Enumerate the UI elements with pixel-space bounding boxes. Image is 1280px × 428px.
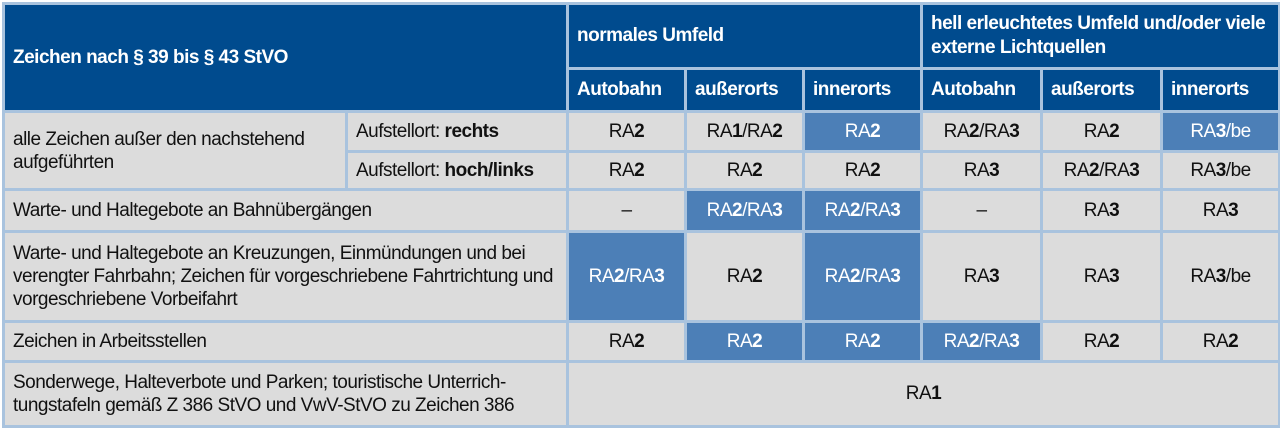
table-row: Warte- und Haltegebote an Kreuzungen, Ei…	[2, 230, 1280, 323]
table-row: Zeichen in Arbeitsstellen RA2 RA2 RA2 RA2/RA…	[2, 320, 1280, 363]
class-cell: RA2	[1159, 320, 1280, 363]
class-cell: RA2	[566, 320, 687, 363]
class-cell: RA3	[1159, 188, 1280, 233]
class-cell: RA2	[802, 150, 923, 191]
column-header: außerorts	[684, 67, 805, 113]
class-cell: RA2	[566, 110, 687, 153]
class-cell: RA2	[802, 110, 923, 153]
class-cell: RA3	[1040, 188, 1163, 233]
table-row: Sonderwege, Halteverbote und Parken; tou…	[2, 360, 1280, 428]
table-row: Warte- und Haltegebote an Bahnübergängen…	[2, 188, 1280, 233]
table-row: Aufstellort: hoch/links RA2 RA2 RA2 RA3 RA2/R…	[4, 150, 1280, 191]
class-cell: RA2/RA3	[802, 188, 923, 233]
class-cell: RA2/RA3	[920, 110, 1043, 153]
row-label: alle Zeichen außer den nachstehend aufge…	[2, 110, 348, 191]
mounting-location: Aufstellort: rechts	[345, 110, 569, 153]
class-cell: RA3	[920, 230, 1043, 323]
table-row: alle Zeichen außer den nachstehend aufge…	[2, 110, 1280, 191]
class-cell: RA1/RA2	[684, 110, 805, 153]
column-header: innerorts	[802, 67, 923, 113]
class-cell: RA2/RA3	[920, 320, 1043, 363]
class-cell: RA2/RA3	[566, 230, 687, 323]
class-cell: RA3/be	[1159, 110, 1280, 153]
class-cell: RA3	[920, 150, 1043, 191]
class-cell: RA2	[566, 150, 687, 191]
row-label: Warte- und Haltegebote an Bahnübergängen	[2, 188, 569, 233]
class-cell: RA2	[1040, 320, 1163, 363]
class-cell: RA2/RA3	[684, 188, 805, 233]
class-cell: –	[920, 188, 1043, 233]
row-label: Zeichen in Arbeitsstellen	[2, 320, 569, 363]
class-cell: RA2/RA3	[802, 230, 923, 323]
row-label: Warte- und Haltegebote an Kreuzungen, Ei…	[2, 230, 569, 323]
mounting-location: Aufstellort: hoch/links	[345, 150, 569, 191]
class-cell: –	[566, 188, 687, 233]
class-cell: RA3/be	[1159, 150, 1280, 191]
class-cell: RA2	[684, 150, 805, 191]
class-cell: RA2	[1040, 110, 1163, 153]
class-cell: RA2	[684, 230, 805, 323]
column-header: innerorts	[1159, 67, 1280, 113]
header-group-bright: hell erleuchtetes Umfeld und/oder viele …	[919, 2, 1280, 70]
header-title: Zeichen nach § 39 bis § 43 StVO	[2, 2, 569, 113]
column-header: Autobahn	[920, 67, 1043, 113]
header-group-normal: normales Umfeld	[566, 2, 923, 70]
class-cell: RA2/RA3	[1040, 150, 1163, 191]
column-header: Autobahn	[566, 67, 687, 113]
column-header: außerorts	[1040, 67, 1163, 113]
class-cell: RA3	[1040, 230, 1163, 323]
class-cell: RA2	[802, 320, 923, 363]
class-cell: RA1	[565, 360, 1280, 428]
row-label: Sonderwege, Halteverbote und Parken; tou…	[2, 360, 569, 428]
class-cell: RA2	[684, 320, 805, 363]
class-cell: RA3/be	[1159, 230, 1280, 323]
